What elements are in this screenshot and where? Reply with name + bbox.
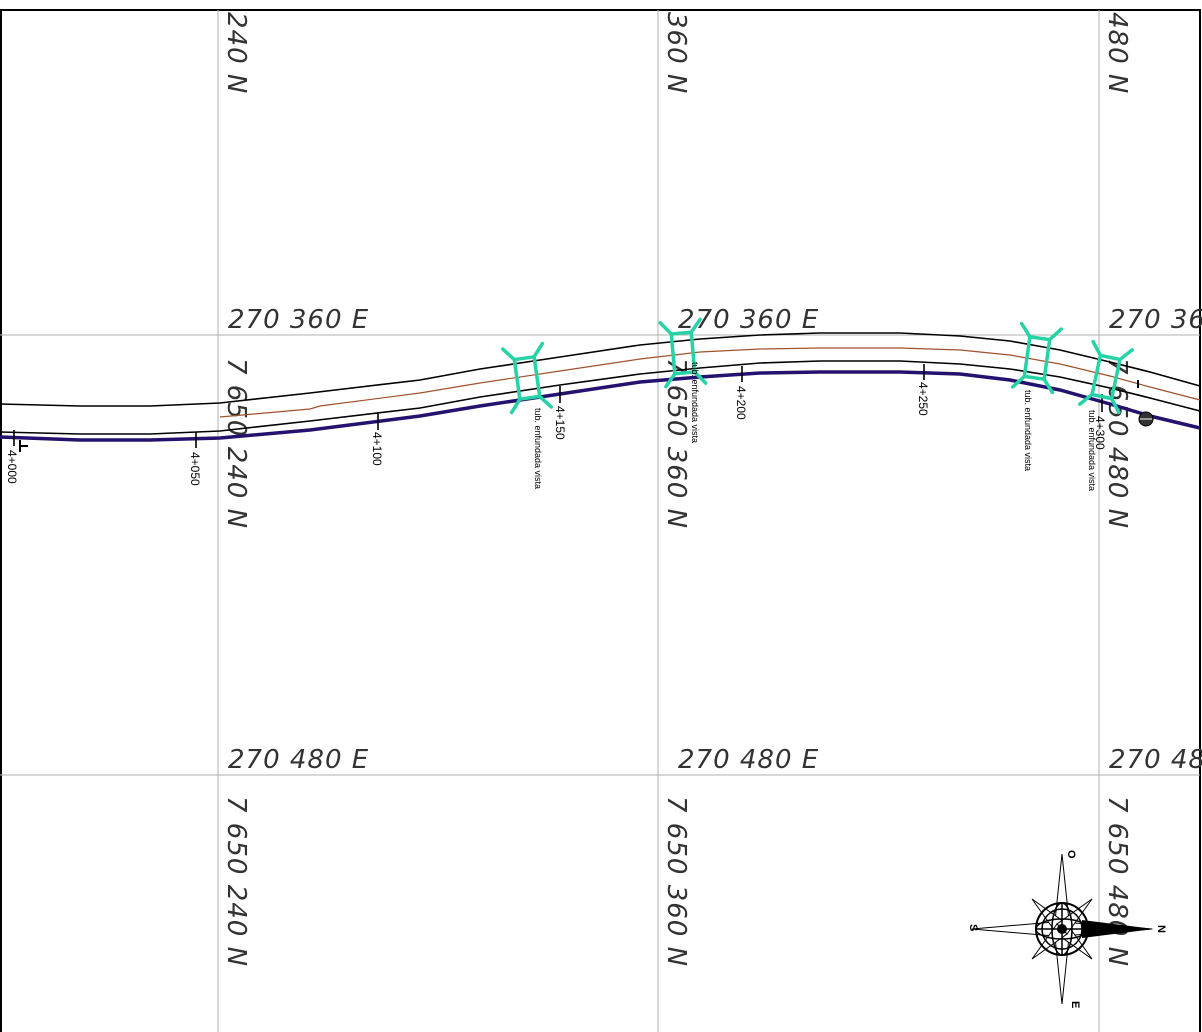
northing-label: 7 650 360 N [661, 358, 691, 529]
start-marker [19, 440, 28, 452]
station-label: 4+200 [734, 386, 748, 420]
northing-label: 480 N [1102, 12, 1132, 94]
station-ticks [13, 364, 1103, 448]
culvert-symbol [500, 341, 554, 415]
northing-label: 360 N [661, 12, 691, 94]
culvert-note: tub. enfundada vista [533, 408, 543, 489]
northing-label: 7 650 240 N [221, 796, 251, 967]
station-label: 4+250 [916, 382, 930, 416]
station-label: 4+000 [5, 450, 19, 484]
easting-labels: 270 360 E 270 360 E 270 36 270 480 E 270… [228, 305, 1202, 775]
easting-label: 270 480 E [678, 745, 819, 775]
compass-rose: N S E O [967, 850, 1167, 1008]
northing-label: 7 650 360 N [661, 796, 691, 967]
culvert-symbol [1010, 321, 1064, 395]
easting-label: 270 480 E [228, 745, 369, 775]
compass-north-arrow [1082, 920, 1154, 938]
northing-label: 240 N [221, 12, 251, 94]
easting-label: 270 360 E [228, 305, 369, 335]
culvert-note: tub. enfundada vista [1023, 390, 1033, 471]
culvert-notes: tub. enfundada vista tub. enfundada vist… [533, 362, 1097, 491]
road-centerline [219, 347, 1201, 418]
easting-label: 270 48 [1109, 745, 1202, 775]
road-edge-upper [0, 332, 1201, 407]
northing-label: 7 650 240 N [221, 358, 251, 529]
station-label: 4+100 [370, 432, 384, 466]
map-border [0, 9, 1201, 1032]
road [0, 332, 1201, 442]
road-edge-lower [0, 360, 1201, 435]
culverts [500, 317, 1134, 415]
culvert-note: tub. enfundada vista [690, 362, 700, 443]
easting-label: 270 36 [1109, 305, 1202, 335]
compass-east-label: E [1069, 1001, 1081, 1008]
station-labels: 4+000 4+050 4+100 4+150 4+200 4+250 4+30… [5, 382, 1107, 486]
compass-west-label: O [1065, 850, 1077, 859]
valve-marker [1137, 380, 1154, 427]
culvert-symbol [658, 317, 708, 389]
station-label: 4+300 [1093, 416, 1107, 450]
northing-label: 7 650 480 N [1102, 358, 1132, 529]
northing-labels: 240 N 360 N 480 N 7 650 240 N 7 650 360 … [221, 12, 1132, 967]
station-label: 4+050 [188, 452, 202, 486]
station-label: 4+150 [553, 406, 567, 440]
culvert-symbol [1078, 339, 1134, 415]
culvert-note: tub. enfundada vista [1087, 410, 1097, 491]
northing-label: 7 650 480 N [1102, 796, 1132, 967]
grid-lines [0, 10, 1200, 1032]
compass-south-label: S [967, 924, 979, 931]
compass-north-label: N [1155, 925, 1167, 933]
